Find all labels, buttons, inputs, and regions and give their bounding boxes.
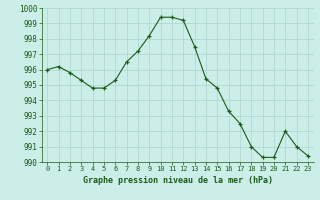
X-axis label: Graphe pression niveau de la mer (hPa): Graphe pression niveau de la mer (hPa) — [83, 176, 273, 185]
